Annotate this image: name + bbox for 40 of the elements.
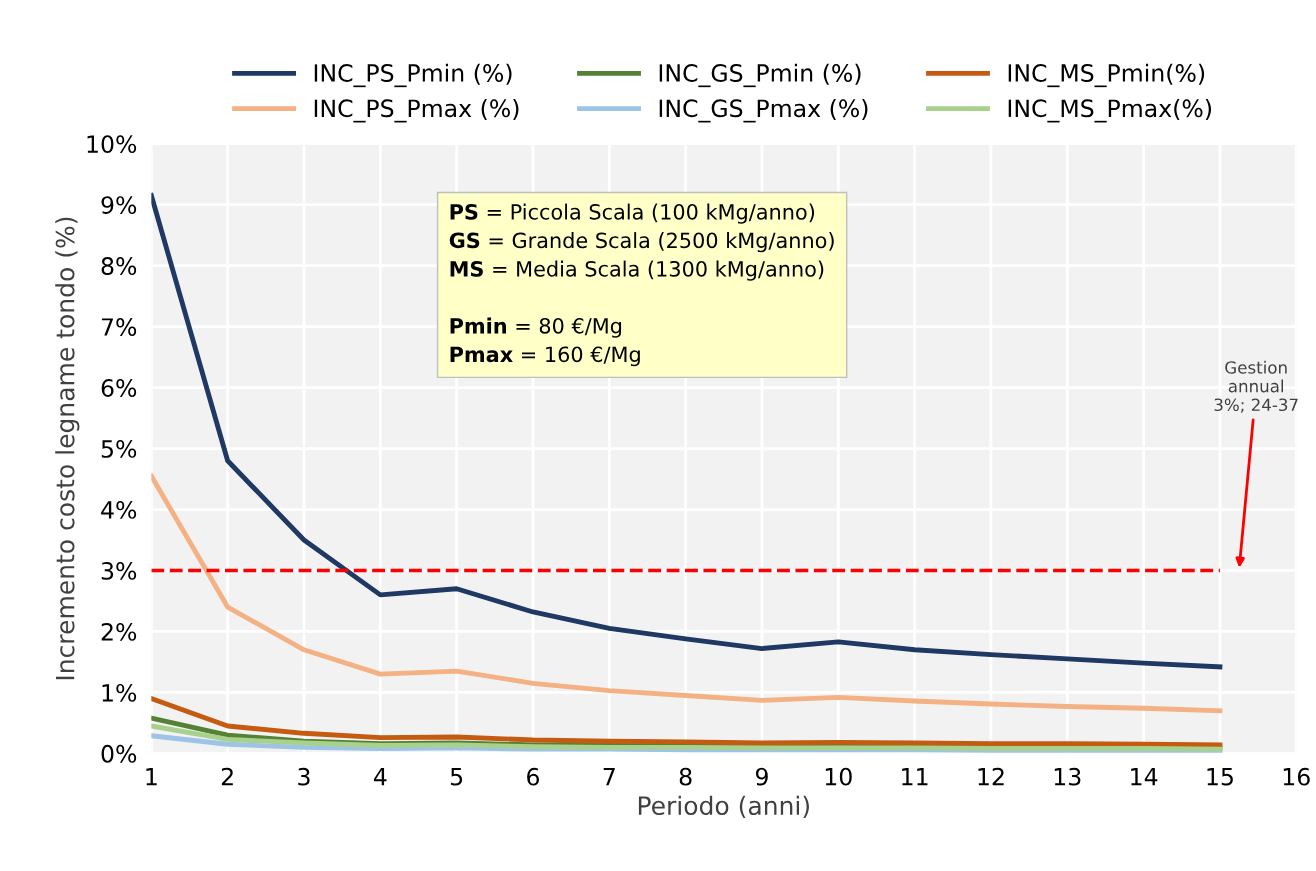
y-tick-label: 3%	[101, 561, 137, 580]
x-tick-label: 5	[450, 768, 463, 786]
legend-label: INC_MS_Pmax(%)	[1008, 98, 1212, 123]
x-tick-label: 6	[527, 767, 539, 786]
y-tick-label: 5%	[101, 440, 137, 458]
legend-label: INC_GS_Pmax (%)	[659, 98, 868, 123]
y-tick-label: 10%	[87, 135, 137, 154]
x-tick-label: 2	[221, 767, 233, 786]
x-tick-label: 10	[825, 767, 852, 786]
x-tick-label: 8	[679, 767, 692, 786]
legend-label: INC_PS_Pmin (%)	[314, 63, 512, 88]
y-tick-label: 4%	[101, 500, 137, 519]
x-axis-title: Periodo (anni)	[638, 795, 809, 818]
x-tick-label: 9	[755, 767, 768, 786]
legend-label: INC_PS_Pmax (%)	[314, 98, 519, 123]
x-tick-label: 14	[1131, 768, 1158, 786]
x-tick-label: 13	[1054, 767, 1081, 786]
y-axis-title: Incremento costo legname tondo (%)	[55, 217, 80, 680]
x-tick-label: 12	[978, 767, 1004, 786]
x-tick-label: 4	[373, 768, 387, 786]
line-series	[151, 723, 1223, 752]
legend-label: INC_MS_Pmin(%)	[1008, 63, 1205, 88]
text: PS = Piccola Scala (100 kMg/anno) GS = Grande Scala (2500 kMg/anno) MS = Media Scala (1300 kMg/anno) Pmin = 80 €/Mg Pmax = 160 €/Mg	[449, 203, 834, 367]
x-tick-label: 15	[1207, 768, 1233, 786]
line-series	[151, 696, 1223, 748]
y-tick-label: 9%	[101, 196, 137, 214]
y-tick-label: 7%	[101, 318, 137, 336]
y-tick-label: 2%	[101, 622, 137, 641]
y-tick-label: 6%	[101, 379, 137, 397]
y-tick-label: 0%	[101, 744, 137, 763]
annotation: Gestion annual 3%; 24-37	[1214, 360, 1298, 413]
y-tick-label: 1%	[102, 683, 137, 702]
legend-label: INC_GS_Pmin (%)	[659, 63, 861, 88]
x-tick-label: 11	[902, 768, 928, 786]
line-series	[151, 473, 1223, 714]
x-tick-label: 3	[298, 767, 310, 786]
x-tick-label: 7	[603, 768, 615, 786]
x-tick-label: 16	[1283, 767, 1310, 786]
y-tick-label: 8%	[101, 257, 137, 275]
x-tick-label: 1	[146, 768, 157, 786]
